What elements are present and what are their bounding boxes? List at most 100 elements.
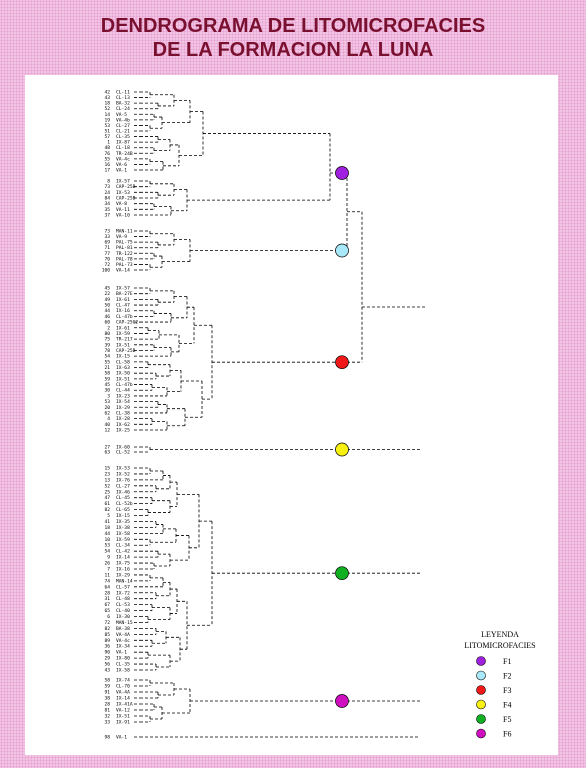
title-line: DENDROGRAMA DE LITOMICROFACIES — [101, 15, 485, 37]
leaf-code: CL-47b — [116, 382, 133, 388]
leaf-code: IX-53 — [116, 190, 130, 196]
leaf-number: 19 — [104, 117, 110, 123]
leaf-number: 47 — [104, 495, 110, 501]
leaf-code: IX-59 — [116, 331, 130, 337]
leaf-number: 18 — [104, 101, 110, 107]
leaf-code: IX-52 — [116, 471, 130, 477]
leaf-code: VA-1 — [116, 168, 127, 174]
leaf-number: 28 — [104, 702, 110, 708]
leaf-number: 38 — [104, 696, 110, 702]
leaf-code: CL-44 — [116, 388, 130, 394]
leaf-number: 82 — [104, 626, 110, 632]
leaf-code: MAN-15 — [116, 620, 133, 626]
legend-swatch — [476, 670, 486, 681]
leaf-code: VA-8 — [116, 201, 127, 207]
leaf-code: CL-47 — [116, 303, 130, 309]
leaf-number: 54 — [104, 354, 110, 360]
leaf-number: 1 — [107, 140, 110, 146]
leaf-number: 45 — [104, 382, 110, 388]
leaf-code: IX-53 — [116, 466, 130, 472]
facies-node — [335, 243, 349, 258]
legend-swatch — [476, 714, 486, 724]
leaf-number: 17 — [104, 168, 110, 174]
leaf-code: CL-53 — [116, 602, 130, 608]
leaf-code: IX-51 — [116, 376, 130, 382]
leaf-number: 32 — [104, 714, 110, 720]
leaf-code: TR-122 — [116, 251, 133, 257]
leaf-number: 100 — [102, 268, 111, 274]
legend-label: F2 — [503, 672, 511, 681]
leaf-number: 34 — [104, 201, 110, 207]
leaf-number: 33 — [104, 234, 110, 240]
leaf-code: PAL-78 — [116, 256, 133, 262]
leaf-number: 53 — [104, 399, 110, 405]
legend-swatch — [476, 699, 486, 710]
leaf-code: CL-42 — [116, 549, 130, 555]
leaf-code: IX-29 — [116, 405, 130, 411]
leaf-code: VA-11 — [116, 207, 130, 213]
leaf-number: 42 — [104, 90, 110, 96]
leaf-number: 11 — [104, 572, 110, 578]
leaf-code: VA-9 — [116, 234, 127, 240]
leaf-number: 25 — [104, 489, 110, 495]
legend-subtitle: LITOMICROFACIES — [464, 641, 535, 650]
leaf-number: 22 — [104, 291, 110, 297]
leaf-code: VA-5 — [116, 112, 127, 118]
leaf-code: CL-52 — [116, 450, 130, 456]
leaf-code: IX-74 — [116, 678, 130, 684]
leaf-number: 85 — [104, 632, 110, 638]
leaf-code: CAP-25C2 — [116, 320, 138, 326]
leaf-number: 81 — [104, 708, 110, 714]
leaf-number: 74 — [104, 578, 110, 584]
leaf-number: 89 — [104, 638, 110, 644]
leaf-number: 20 — [104, 405, 110, 411]
leaf-code: IX-57 — [116, 286, 130, 292]
leaf-code: BA-38 — [116, 626, 130, 632]
leaf-code: CL-48 — [116, 596, 130, 602]
leaf-code: IX-62 — [116, 422, 130, 428]
leaf-code: CL-27 — [116, 123, 130, 129]
leaf-number: 84 — [104, 196, 110, 202]
leaf-code: IX-54 — [116, 399, 130, 405]
leaf-number: 60 — [104, 320, 110, 326]
leaf-code: VA-4A — [116, 690, 130, 696]
leaf-number: 54 — [104, 549, 110, 555]
leaf-number: 18 — [104, 525, 110, 531]
leaf-number: 43 — [104, 668, 110, 674]
legend-label: F6 — [503, 730, 511, 739]
title-line: DE LA FORMACION LA LUNA — [153, 39, 434, 61]
leaf-number: 72 — [104, 262, 110, 268]
leaf-code: CL-24 — [116, 106, 130, 112]
leaf-code: IX-41A — [116, 702, 133, 708]
leaf-code: IX-29 — [116, 572, 130, 578]
leaf-code: MAN-14 — [116, 578, 133, 584]
leaf-code: IX-72 — [116, 590, 130, 596]
leaf-number: 23 — [104, 471, 110, 477]
leaf-code: BA-27E — [116, 291, 133, 297]
facies-node — [335, 694, 349, 708]
leaf-number: 29 — [104, 656, 110, 662]
leaf-number: 12 — [104, 428, 110, 434]
leaf-code: CL-38 — [116, 410, 130, 416]
leaf-number: 36 — [104, 644, 110, 650]
leaf-code: CL-11 — [116, 90, 130, 96]
facies-node — [335, 166, 349, 180]
leaf-code: VA-4c — [116, 638, 130, 644]
leaf-code: CL-34 — [116, 543, 130, 549]
leaf-number: 27 — [104, 445, 110, 451]
legend-label: F1 — [503, 657, 511, 666]
leaf-number: 58 — [104, 371, 110, 377]
leaf-number: 41 — [104, 519, 110, 525]
leaf-code: CL-52b — [116, 501, 133, 507]
leaf-code: IX-60 — [116, 445, 130, 451]
leaf-number: 51 — [104, 129, 110, 135]
leaf-number: 71 — [104, 245, 110, 251]
leaf-code: PAL-81 — [116, 245, 133, 251]
leaf-number: 16 — [104, 162, 110, 168]
leaf-code: IX-38 — [116, 525, 130, 531]
leaf-code: VA-6 — [116, 162, 127, 168]
leaf-code: TR-24B — [116, 151, 133, 157]
leaf-number: 76 — [104, 151, 110, 157]
leaf-code: IX-16 — [116, 567, 130, 573]
leaf-code: CAP-25B — [116, 184, 136, 190]
